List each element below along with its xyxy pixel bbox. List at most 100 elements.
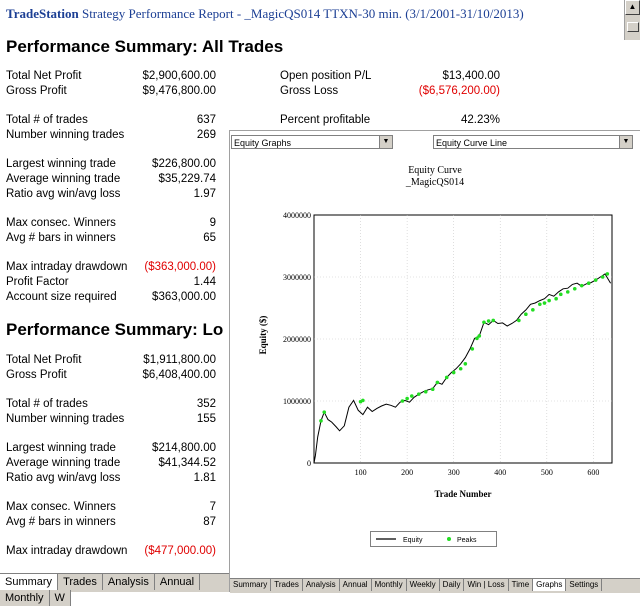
graph-type-select[interactable]: Equity Graphs ▼ <box>231 135 393 149</box>
peak-marker <box>491 318 496 323</box>
x-tick-label: 300 <box>448 468 460 477</box>
graph-tab-bar: Summary Trades Analysis Annual Monthly W… <box>230 578 640 593</box>
chart-subtitle: _MagicQS014 <box>405 177 464 188</box>
graph-tab-summary[interactable]: Summary <box>230 579 272 591</box>
chart-legend: Equity Peaks <box>370 531 497 547</box>
max-consec-winners-row: Max consec. Winners 9 <box>6 217 216 229</box>
x-tick-label: 400 <box>494 468 506 477</box>
ratio-avg-win-loss-row: Ratio avg win/avg loss 1.97 <box>6 188 216 200</box>
long-max-consec-winners-row: Max consec. Winners 7 <box>6 501 216 513</box>
avg-bars-winners-row: Avg # bars in winners 65 <box>6 232 216 244</box>
peak-marker <box>458 366 463 371</box>
tab-annual[interactable]: Annual <box>154 574 201 590</box>
chevron-down-icon[interactable]: ▼ <box>619 136 632 148</box>
winning-trades-row: Number winning trades 269 <box>6 129 216 141</box>
chevron-down-icon[interactable]: ▼ <box>379 136 392 148</box>
y-axis-label: Equity ($) <box>258 316 268 355</box>
y-tick-label: 4000000 <box>283 211 311 220</box>
legend-peaks-label: Peaks <box>457 537 477 544</box>
peak-marker <box>477 334 482 338</box>
graph-tab-trades[interactable]: Trades <box>271 579 303 591</box>
peak-marker <box>400 399 405 403</box>
peak-marker <box>538 302 542 307</box>
open-position-pl-row: Open position P/L $13,400.00 <box>280 70 500 82</box>
graph-tab-annual[interactable]: Annual <box>339 579 372 591</box>
peak-marker <box>554 296 558 301</box>
long-avg-bars-winners-row: Avg # bars in winners 87 <box>6 516 216 528</box>
peak-marker <box>430 387 435 392</box>
peak-marker <box>579 283 584 288</box>
long-total-trades-row: Total # of trades 352 <box>6 398 216 410</box>
peak-marker <box>558 292 563 297</box>
total-trades-row: Total # of trades 637 <box>6 114 216 126</box>
gross-loss-row: Gross Loss ($6,576,200.00) <box>280 85 500 97</box>
peak-marker <box>470 347 475 351</box>
equity-curve-chart: Equity Curve _MagicQS014 Equity ($) Trad… <box>258 165 613 499</box>
peak-marker <box>475 336 479 341</box>
graph-tab-monthly[interactable]: Monthly <box>371 579 407 591</box>
graph-tab-settings[interactable]: Settings <box>566 579 603 591</box>
largest-winning-trade-row: Largest winning trade $226,800.00 <box>6 158 216 170</box>
peak-marker <box>482 320 486 325</box>
all-trades-heading: Performance Summary: All Trades <box>6 37 284 56</box>
long-max-intraday-drawdown-row: Max intraday drawdown ($477,000.00) <box>6 545 216 557</box>
tab-summary[interactable]: Summary <box>0 574 59 590</box>
graph-tab-analysis[interactable]: Analysis <box>302 579 340 591</box>
graph-tab-graphs[interactable]: Graphs <box>533 579 567 591</box>
x-tick-label: 500 <box>541 468 553 477</box>
long-largest-winning-trade-row: Largest winning trade $214,800.00 <box>6 442 216 454</box>
peak-marker <box>600 275 605 279</box>
scroll-thumb[interactable] <box>627 22 639 32</box>
graph-tab-win-loss[interactable]: Win | Loss <box>464 579 509 591</box>
peak-marker <box>409 394 414 398</box>
peak-marker <box>586 281 591 285</box>
long-total-net-profit-row: Total Net Profit $1,911,800.00 <box>6 354 216 366</box>
gross-profit-row: Gross Profit $9,476,800.00 <box>6 85 216 97</box>
profit-factor-row: Profit Factor 1.44 <box>6 276 216 288</box>
graph-style-select[interactable]: Equity Curve Line ▼ <box>433 135 633 149</box>
legend-graphic: Equity Peaks <box>376 537 477 544</box>
average-winning-trade-row: Average winning trade $35,229.74 <box>6 173 216 185</box>
peak-marker <box>322 410 327 414</box>
long-average-winning-trade-row: Average winning trade $41,344.52 <box>6 457 216 469</box>
report-tab-bar: Summary Trades Analysis Annual Monthly W <box>0 573 240 606</box>
equity-line <box>313 273 612 464</box>
tab-trades[interactable]: Trades <box>58 574 103 590</box>
scroll-up-icon[interactable]: ▲ <box>625 0 640 15</box>
peak-marker <box>319 419 323 423</box>
y-tick-label: 3000000 <box>283 273 311 282</box>
percent-profitable-row: Percent profitable 42.23% <box>280 114 500 126</box>
graph-tab-time[interactable]: Time <box>508 579 534 591</box>
report-vertical-scrollbar[interactable]: ▲ <box>624 0 640 40</box>
graph-tab-weekly[interactable]: Weekly <box>406 579 440 591</box>
x-tick-label: 100 <box>355 468 367 477</box>
peak-marker <box>405 396 409 401</box>
plot-area <box>313 214 613 464</box>
peak-marker <box>486 319 491 323</box>
legend-peaks-swatch <box>447 537 451 541</box>
tab-weekly-partial[interactable]: W <box>49 590 71 606</box>
peak-marker <box>542 301 547 305</box>
peak-marker <box>361 398 365 403</box>
tab-analysis[interactable]: Analysis <box>102 574 155 590</box>
chart-title: Equity Curve <box>408 165 462 176</box>
x-tick-label: 200 <box>401 468 413 477</box>
long-ratio-avg-win-loss-row: Ratio avg win/avg loss 1.81 <box>6 472 216 484</box>
y-tick-label: 0 <box>307 459 311 468</box>
report-title-app: TradeStation <box>6 6 79 21</box>
peak-marker <box>416 392 421 396</box>
peak-marker <box>524 312 528 316</box>
account-size-required-row: Account size required $363,000.00 <box>6 291 216 303</box>
x-axis-label: Trade Number <box>434 489 491 499</box>
tab-monthly[interactable]: Monthly <box>0 590 50 606</box>
equity-graph-window: Equity Graphs ▼ Equity Curve Line ▼ Equi… <box>229 130 640 593</box>
peak-marker <box>444 375 449 380</box>
report-title: TradeStation Strategy Performance Report… <box>6 6 524 22</box>
peak-marker <box>517 318 521 323</box>
peak-marker <box>463 362 468 366</box>
peak-marker <box>593 278 598 282</box>
long-trades-heading: Performance Summary: Lo <box>6 320 224 339</box>
peak-marker <box>435 380 440 385</box>
long-winning-trades-row: Number winning trades 155 <box>6 413 216 425</box>
graph-tab-daily[interactable]: Daily <box>439 579 465 591</box>
